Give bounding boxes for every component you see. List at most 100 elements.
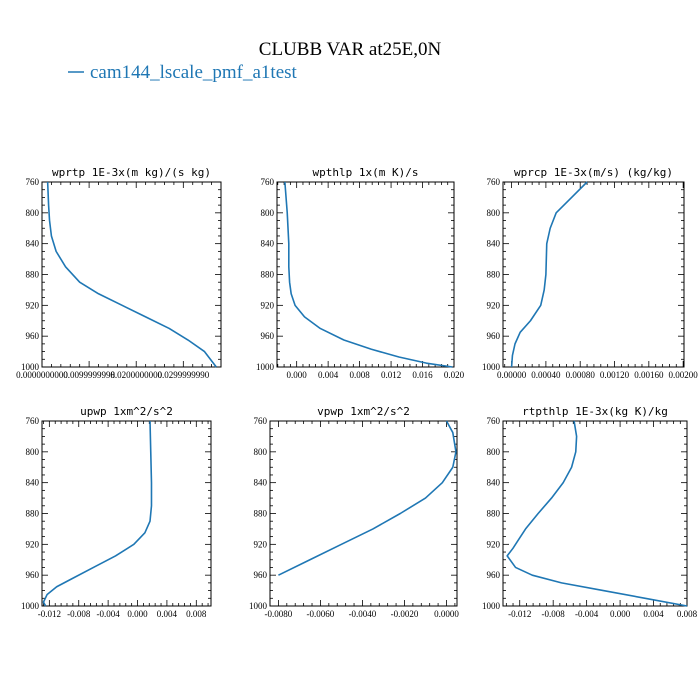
y-tick-label: 840 <box>254 478 268 488</box>
y-tick-label: 960 <box>26 570 40 580</box>
y-tick-label: 800 <box>26 447 40 457</box>
y-tick-label: 840 <box>26 478 40 488</box>
x-tick-label: -0.008 <box>67 609 91 619</box>
y-tick-label: 880 <box>261 270 275 280</box>
panel-title: wprtp 1E-3x(m kg)/(s kg) <box>52 166 211 179</box>
panel-title: upwp 1xm^2/s^2 <box>80 405 173 418</box>
y-tick-label: 840 <box>26 239 40 249</box>
plot-frame <box>502 181 685 368</box>
plot-frame <box>502 420 688 607</box>
panel-title: wpthlp 1x(m K)/s <box>313 166 419 179</box>
x-tick-label: 0.00040 <box>531 370 561 380</box>
y-tick-label: 1000 <box>21 601 40 611</box>
y-tick-label: 800 <box>26 208 40 218</box>
x-tick-label: 0.00080 <box>566 370 596 380</box>
x-tick-label: -0.004 <box>575 609 599 619</box>
plot-frame <box>269 420 458 607</box>
plot-frame <box>41 181 222 368</box>
x-tick-label: 0.008 <box>677 609 698 619</box>
x-tick-label: 0.0200000000 <box>110 370 162 380</box>
x-tick-label: -0.0020 <box>391 609 419 619</box>
y-tick-label: 920 <box>26 539 40 549</box>
x-tick-label: 0.0000 <box>434 609 459 619</box>
panel-title: vpwp 1xm^2/s^2 <box>317 405 410 418</box>
series-line <box>506 420 688 607</box>
y-tick-label: 880 <box>487 509 501 519</box>
y-tick-label: 760 <box>261 177 275 187</box>
y-tick-label: 920 <box>487 300 501 310</box>
x-tick-label: 0.00200 <box>669 370 699 380</box>
y-tick-label: 760 <box>254 416 268 426</box>
y-tick-label: 960 <box>254 570 268 580</box>
x-tick-label: -0.0080 <box>265 609 293 619</box>
y-tick-label: 1000 <box>256 362 275 372</box>
plot-frame <box>41 420 212 607</box>
panels: wprtp 1E-3x(m kg)/(s kg) 760 800 840 880 920 9… <box>16 166 698 619</box>
y-tick-label: 920 <box>26 300 40 310</box>
y-tick-label: 760 <box>487 416 501 426</box>
y-tick-label: 960 <box>26 331 40 341</box>
chart-panel: wprtp 1E-3x(m kg)/(s kg) 760 800 840 880 920 9… <box>16 166 222 380</box>
chart-panel: wpthlp 1x(m K)/s 760 800 840 880 920 960 1000 0.… <box>256 166 465 380</box>
chart-panel: vpwp 1xm^2/s^27608008408809209601000-0.0… <box>249 405 459 619</box>
y-tick-label: 1000 <box>482 362 501 372</box>
y-tick-label: 800 <box>261 208 275 218</box>
x-tick-label: 0.00000 <box>497 370 527 380</box>
panel-title: wprcp 1E-3x(m/s) (kg/kg) <box>514 166 673 179</box>
y-tick-label: 920 <box>254 539 268 549</box>
series-line <box>510 181 588 368</box>
y-tick-label: 840 <box>487 478 501 488</box>
x-tick-label: 0.016 <box>412 370 433 380</box>
x-tick-label: -0.0040 <box>349 609 377 619</box>
y-tick-label: 880 <box>26 270 40 280</box>
x-tick-label: 0.000 <box>127 609 148 619</box>
x-tick-label: -0.004 <box>97 609 121 619</box>
y-tick-label: 840 <box>487 239 501 249</box>
x-tick-label: 0.0299999990 <box>157 370 209 380</box>
x-tick-label: -0.008 <box>542 609 566 619</box>
panel-title: rtpthlp 1E-3x(kg K)/kg <box>522 405 668 418</box>
x-tick-label: 0.020 <box>444 370 465 380</box>
y-tick-label: 880 <box>487 270 501 280</box>
chart-panel: rtpthlp 1E-3x(kg K)/kg 760 800 840 880 920 960… <box>482 405 698 619</box>
legend-label: cam144_lscale_pmf_a1test <box>90 62 298 83</box>
y-tick-label: 1000 <box>249 601 268 611</box>
series-line <box>46 181 217 368</box>
series-line <box>284 181 453 368</box>
x-tick-label: 0.00120 <box>600 370 630 380</box>
chart-panel: wprcp 1E-3x(m/s) (kg/kg) 760 800 840 880 920 9… <box>482 166 698 380</box>
y-tick-label: 920 <box>487 539 501 549</box>
x-tick-label: -0.0060 <box>307 609 335 619</box>
y-tick-label: 800 <box>254 447 268 457</box>
y-tick-label: 880 <box>26 509 40 519</box>
y-tick-label: 840 <box>261 239 275 249</box>
figure-title: CLUBB VAR at25E,0N <box>259 39 442 60</box>
x-tick-label: 0.0000000000 <box>16 370 68 380</box>
x-tick-label: -0.012 <box>508 609 531 619</box>
x-tick-label: 0.000 <box>610 609 631 619</box>
x-tick-label: 0.00160 <box>634 370 664 380</box>
x-tick-label: 0.004 <box>643 609 664 619</box>
y-tick-label: 920 <box>261 300 275 310</box>
y-tick-label: 760 <box>26 416 40 426</box>
y-tick-label: 960 <box>261 331 275 341</box>
y-tick-label: 1000 <box>21 362 40 372</box>
x-tick-label: 0.004 <box>318 370 339 380</box>
y-tick-label: 880 <box>254 509 268 519</box>
y-tick-label: 960 <box>487 331 501 341</box>
x-tick-label: 0.012 <box>381 370 401 380</box>
x-tick-label: 0.004 <box>157 609 178 619</box>
x-tick-label: 0.0099999998 <box>63 370 115 380</box>
plot-frame <box>276 181 455 368</box>
y-tick-label: 800 <box>487 208 501 218</box>
x-tick-label: 0.008 <box>186 609 207 619</box>
series-line <box>278 420 457 576</box>
y-tick-label: 960 <box>487 570 501 580</box>
y-tick-label: 760 <box>26 177 40 187</box>
y-tick-label: 760 <box>487 177 501 187</box>
y-tick-label: 800 <box>487 447 501 457</box>
x-tick-label: -0.012 <box>38 609 61 619</box>
series-line <box>42 420 153 607</box>
chart-panel: upwp 1xm^2/s^27608008408809209601000-0.0… <box>21 405 212 619</box>
